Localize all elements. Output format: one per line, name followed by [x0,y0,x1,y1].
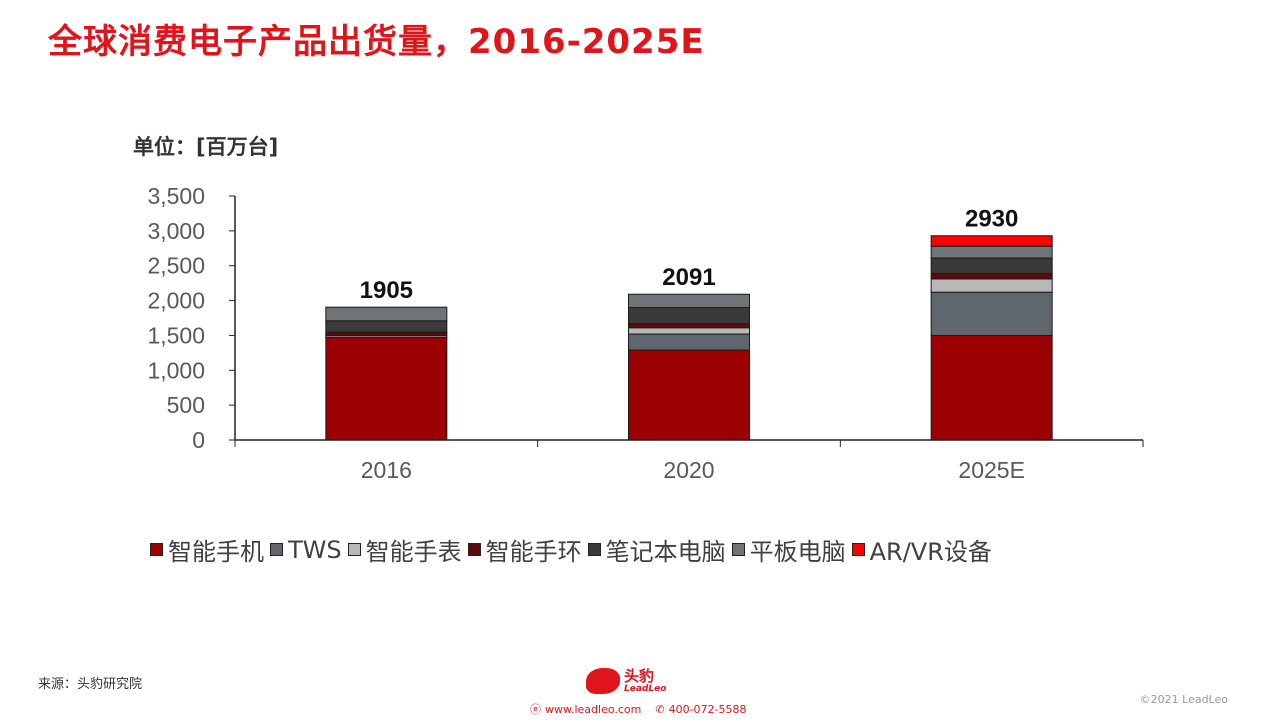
total-data-label: 2930 [965,206,1018,233]
legend-swatch [270,543,283,556]
bar-segment [930,235,1053,247]
legend-label: 智能手表 [365,538,462,566]
legend-item: TWS [270,536,342,564]
legend-swatch [851,543,865,556]
leadleo-logo: 头豹 LeadLeo [586,668,666,694]
total-data-label: 1905 [360,277,413,304]
legend-swatch [150,543,163,556]
legend-label: TWS [288,535,342,564]
bar-segment [930,291,1053,336]
legend-label: 智能手环 [485,538,582,566]
bar-segment [628,333,750,351]
y-tick-label: 3,000 [147,218,205,244]
y-tick-label: 1,500 [147,322,205,348]
bar-segment [628,293,750,309]
source-note: 来源：头豹研究院 [38,677,143,692]
bar-segment [628,307,750,325]
chart-legend: 智能手机 TWS 智能手表 智能手环 笔记本电脑 平板电脑 AR/VR设备 [150,532,998,567]
legend-item: 智能手机 [150,532,264,567]
logo-en-text: LeadLeo [624,684,667,694]
bar-segment [628,323,750,329]
legend-item: 平板电脑 [731,532,846,567]
bar-segment [325,306,448,322]
unit-label: 单位：[百万台] [133,135,279,159]
legend-label: 智能手机 [168,538,264,566]
legend-label: 平板电脑 [749,538,846,566]
x-tick-label: 2025E [958,457,1025,483]
bar-segment [930,245,1053,259]
bar-segment [930,257,1053,274]
legend-label: 笔记本电脑 [605,538,726,566]
phone-icon: ✆ [655,702,665,716]
bar-segment [930,334,1053,441]
logo-cn-text: 头豹 [624,667,655,685]
legend-swatch [467,543,481,556]
y-tick-label: 0 [192,427,205,453]
legend-item: AR/VR设备 [851,532,992,567]
legend-item: 智能手表 [347,532,462,567]
bar-segment [628,327,750,335]
bar-segment [930,278,1053,293]
phone-number: 400-072-5588 [668,702,747,716]
y-tick-label: 2,000 [147,288,205,314]
x-tick-label: 2016 [361,457,412,483]
legend-swatch [587,543,601,556]
bar-segment [930,272,1053,280]
leopard-logo-icon [586,668,620,694]
y-tick-label: 500 [167,392,205,418]
copyright: ©2021 LeadLeo [1139,693,1228,706]
y-tick-label: 3,500 [147,183,205,209]
bar-segment [325,337,448,441]
total-data-label: 2091 [662,264,715,291]
x-tick-label: 2020 [663,457,714,483]
legend-item: 笔记本电脑 [587,532,726,567]
bar-segment [325,331,448,337]
legend-item: 智能手环 [467,532,582,567]
web-icon: ⓔ [530,703,541,716]
bar-segment [325,320,448,333]
page-title: 全球消费电子产品出货量，2016-2025E [48,22,705,62]
legend-swatch [731,543,745,556]
footer-contact: ⓔ www.leadleo.com ✆ 400-072-5588 [530,701,751,717]
website-link[interactable]: www.leadleo.com [545,702,642,716]
y-tick-label: 1,000 [147,357,205,383]
legend-label: AR/VR设备 [869,538,992,566]
legend-swatch [347,543,361,556]
y-tick-label: 2,500 [147,253,205,279]
bar-segment [628,349,750,441]
